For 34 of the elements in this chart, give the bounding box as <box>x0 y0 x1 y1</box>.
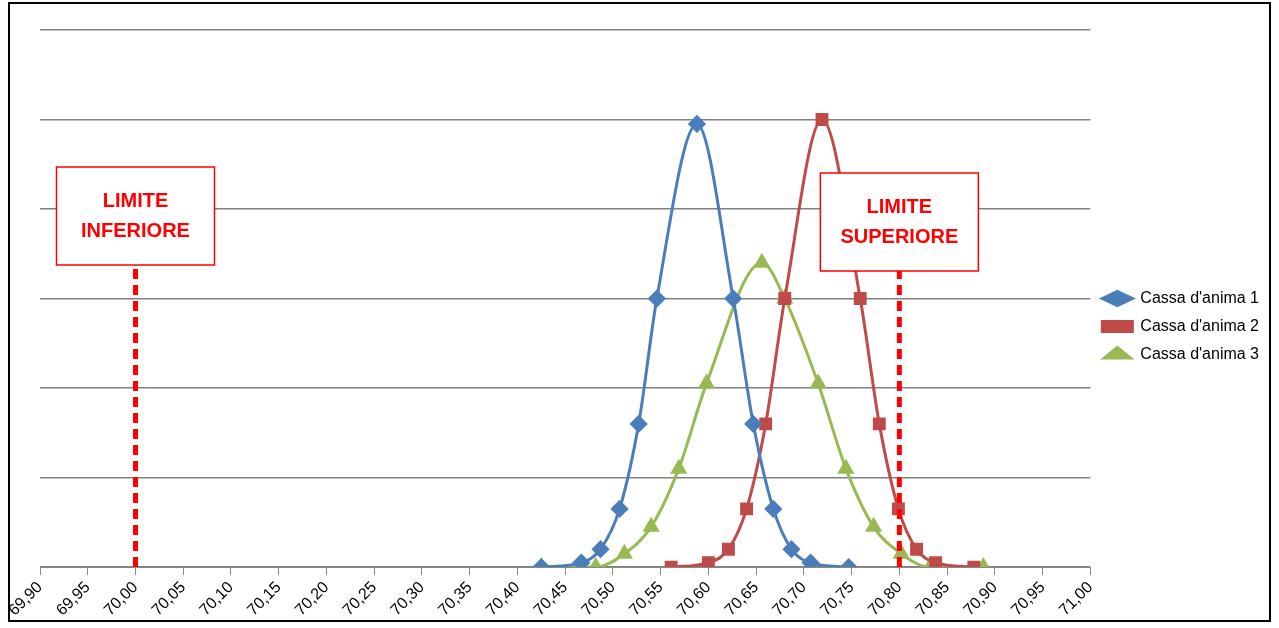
point <box>929 556 943 568</box>
point <box>872 417 886 431</box>
point <box>910 542 923 556</box>
point <box>764 500 782 518</box>
point <box>724 290 742 308</box>
point <box>648 290 666 308</box>
point <box>778 292 792 306</box>
point <box>630 415 648 433</box>
point <box>754 254 770 268</box>
point <box>744 415 762 433</box>
point <box>838 460 854 474</box>
point <box>616 545 632 559</box>
point <box>572 554 590 568</box>
point <box>740 502 754 516</box>
point <box>759 417 773 431</box>
point <box>810 375 826 389</box>
legend-label: Cassa d'anima 1 <box>1140 288 1260 306</box>
point <box>611 500 629 518</box>
legend-label: Cassa d'anima 2 <box>1140 316 1260 334</box>
point <box>866 518 882 532</box>
point <box>701 556 715 568</box>
ref-line-label: LIMITE INFERIORE <box>81 188 190 241</box>
point <box>688 115 706 133</box>
point <box>802 554 820 568</box>
legend-label: Cassa d'anima 3 <box>1140 344 1260 362</box>
point <box>721 542 735 556</box>
point <box>643 518 659 532</box>
point <box>698 375 715 389</box>
point <box>591 540 609 558</box>
ref-line-label: LIMITE SUPERIORE <box>840 194 959 247</box>
point <box>671 460 687 474</box>
point <box>782 540 800 558</box>
point <box>815 113 829 126</box>
point <box>853 292 867 306</box>
